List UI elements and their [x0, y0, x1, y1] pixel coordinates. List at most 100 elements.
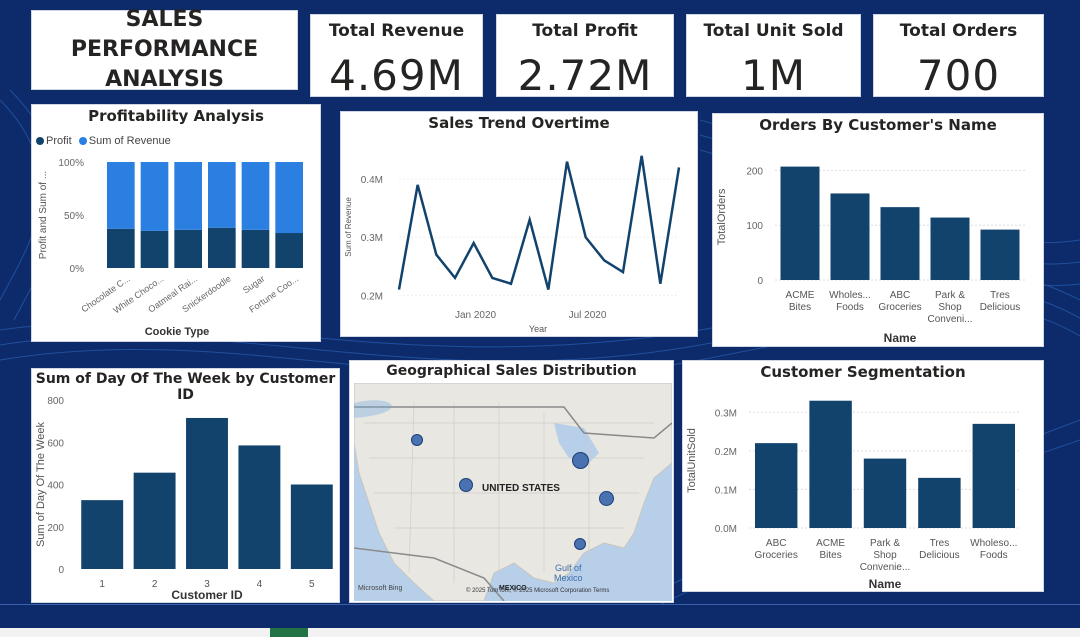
map-bubble[interactable] [411, 434, 423, 446]
chart-title: Profitability Analysis [88, 107, 264, 125]
sales-trend-chart-card[interactable]: Sales Trend Overtime 0.2M 0.3M 0.4M Jan 202… [340, 111, 698, 337]
x-axis-label: Year [529, 324, 547, 334]
bar [133, 472, 176, 569]
legend-dot-icon [78, 137, 87, 146]
x-axis-label: Name [869, 577, 902, 591]
x-tick-label: 3 [204, 579, 210, 590]
kpi-label: Total Profit [532, 21, 638, 41]
x-tick-label: ACME Bites [786, 290, 815, 313]
y-tick-label: 0 [757, 276, 763, 287]
dashboard-title: SALES PERFORMANCE ANALYSIS [70, 7, 259, 92]
bar [880, 207, 920, 280]
bar [780, 166, 820, 280]
kpi-total-revenue[interactable]: Total Revenue 4.69M [310, 14, 483, 100]
y-tick-label: 0 [58, 565, 64, 576]
bar [186, 417, 228, 569]
kpi-total-profit[interactable]: Total Profit 2.72M [496, 14, 674, 100]
x-tick-label: Park & Shop Convenie... [860, 538, 911, 573]
profitability-chart: 0%50%100%Chocolate C...White Choco...Oat… [38, 158, 303, 338]
y-tick-label: 200 [746, 166, 763, 177]
bar-revenue [140, 162, 169, 231]
bar-revenue [275, 162, 303, 234]
chart-title: Orders By Customer's Name [759, 116, 997, 134]
orders-by-customer-chart-card[interactable]: Orders By Customer's Name 0 100 200 ACME Bit… [712, 113, 1044, 347]
y-tick-label: 0% [70, 264, 85, 275]
bar-revenue [241, 162, 270, 230]
x-tick-label: 5 [309, 579, 315, 590]
bar [972, 423, 1016, 528]
legend-dot-icon [36, 137, 44, 146]
x-tick-label: Tres Delicious [980, 290, 1021, 313]
bar-revenue [174, 162, 202, 230]
map-bing-logo: Microsoft Bing [358, 585, 403, 592]
bar-profit [208, 227, 236, 268]
geographical-sales-card[interactable]: Geographical Sales Distribution UNITED S… [349, 360, 674, 603]
y-tick-label: 400 [47, 481, 64, 492]
kpi-total-unit-sold[interactable]: Total Unit Sold 1M [686, 14, 861, 100]
y-tick-label: 800 [47, 396, 64, 407]
kpi-value: 4.69M [329, 51, 464, 100]
x-tick-label: 1 [99, 579, 105, 590]
map-bubble[interactable] [572, 452, 589, 469]
y-axis-label: Sum of Revenue [344, 197, 353, 257]
x-tick-label: Park & Shop Conveni... [927, 290, 972, 325]
bar [830, 193, 870, 280]
x-tick-label: Sugar [241, 273, 266, 295]
map-gulf-label: Gulf of Mexico [554, 563, 583, 583]
y-axis-label: Sum of Day Of The Week [35, 422, 47, 547]
y-tick-label: 0.0M [715, 524, 737, 535]
bar-profit [275, 233, 303, 268]
sales-map[interactable]: UNITED STATES Gulf of Mexico MEXICO Micr… [354, 383, 672, 601]
y-tick-label: 0.4M [361, 175, 383, 186]
bar [238, 445, 281, 569]
chart-title: Sum of Day Of The Week by Customer ID [35, 371, 336, 403]
map-bubble[interactable] [599, 491, 614, 506]
bar [809, 400, 852, 528]
x-axis-label: Customer ID [171, 588, 243, 602]
y-tick-label: 200 [47, 523, 64, 534]
x-tick-label: Tres Delicious [919, 538, 960, 561]
y-tick-label: 0.2M [715, 447, 737, 458]
map-copyright: © 2025 TomTom, © 2025 Microsoft Corporat… [466, 588, 610, 594]
bar [863, 458, 907, 528]
chart-title: Customer Segmentation [760, 363, 966, 381]
y-tick-label: 0.3M [361, 233, 383, 244]
x-tick-label: 4 [257, 579, 263, 590]
page-tab[interactable] [270, 628, 308, 637]
kpi-value: 2.72M [517, 51, 653, 100]
kpi-value: 1M [741, 51, 806, 100]
map-graphic [354, 383, 672, 601]
x-tick-label: Jul 2020 [569, 310, 607, 321]
dashboard-title-card: SALES PERFORMANCE ANALYSIS [31, 7, 298, 92]
kpi-label: Total Revenue [328, 21, 465, 41]
day-of-week-chart-card[interactable]: Sum of Day Of The Week by Customer ID 0 2… [31, 368, 340, 603]
kpi-value: 700 [916, 51, 1001, 100]
day-of-week-chart: 0 200 400 600 800 1 2 3 4 5 Customer ID Sum of Day … [35, 396, 333, 602]
map-bubble[interactable] [459, 478, 473, 492]
bar-revenue [208, 162, 236, 228]
bar-profit [241, 229, 270, 268]
y-tick-label: 600 [47, 438, 64, 449]
kpi-label: Total Unit Sold [703, 21, 844, 41]
bar [930, 217, 970, 280]
orders-by-customer-chart: 0 100 200 ACME Bites Wholes... Foods ABC Groceri… [716, 166, 1025, 345]
x-tick-label: Wholes... Foods [829, 290, 871, 313]
y-tick-label: 0.3M [715, 408, 737, 419]
customer-segmentation-chart-card[interactable]: Customer Segmentation 0.0M 0.1M 0.2M 0.3M AB… [682, 360, 1044, 592]
map-bubble[interactable] [574, 538, 586, 550]
bar-revenue [107, 162, 135, 229]
x-tick-label: ABC Groceries [878, 290, 921, 313]
bar [980, 229, 1020, 280]
profitability-chart-card[interactable]: Profitability Analysis Profit Sum of Rev… [31, 104, 321, 342]
kpi-total-orders[interactable]: Total Orders 700 [873, 14, 1044, 100]
chart-legend: Profit Sum of Revenue [36, 135, 171, 147]
page-tabs-strip [0, 628, 1080, 637]
y-tick-label: 100 [746, 221, 763, 232]
x-axis-label: Cookie Type [145, 326, 210, 338]
chart-title: Geographical Sales Distribution [386, 363, 637, 379]
bar [918, 477, 961, 528]
legend-label: Profit [46, 135, 72, 147]
customer-segmentation-chart: 0.0M 0.1M 0.2M 0.3M ABC Groceries ACME Bites Par… [686, 400, 1021, 591]
map-mexico-label: MEXICO [499, 585, 527, 592]
x-axis-label: Name [884, 331, 917, 345]
